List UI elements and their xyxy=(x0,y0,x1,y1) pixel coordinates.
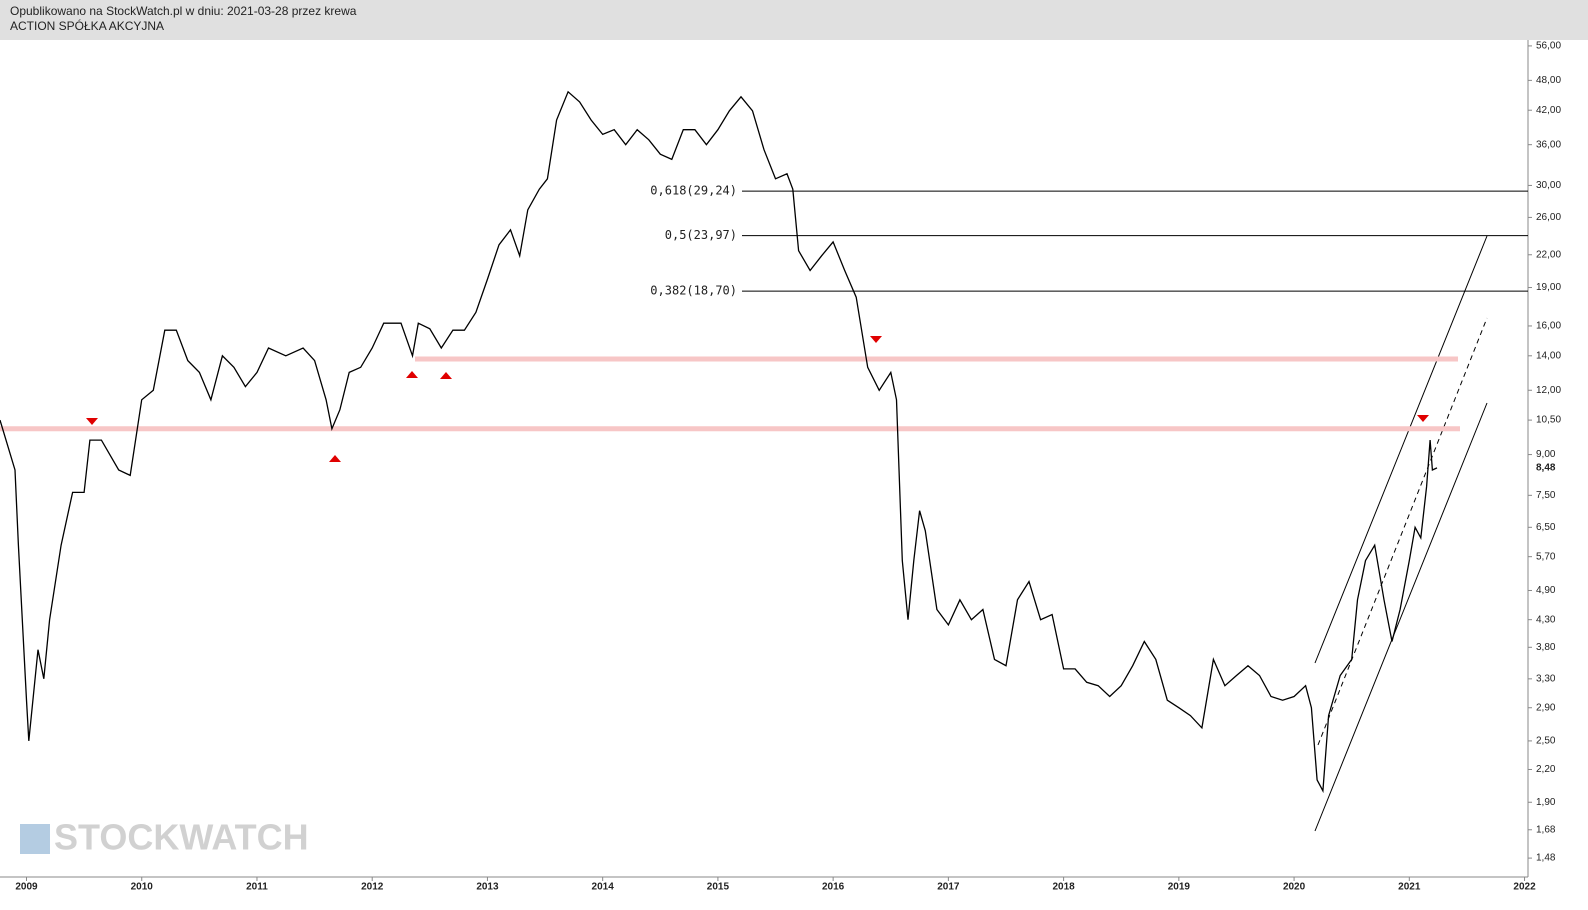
x-tick-label: 2013 xyxy=(476,882,499,893)
fib-label: 0,618(29,24) xyxy=(650,184,737,198)
last-price-label: 8,48 xyxy=(1536,463,1556,474)
signal-down xyxy=(1417,415,1429,422)
x-tick-label: 2016 xyxy=(822,882,845,893)
y-tick-label: 6,50 xyxy=(1536,522,1556,533)
y-tick-label: 30,00 xyxy=(1536,180,1561,191)
x-tick-label: 2011 xyxy=(246,882,268,893)
watermark-icon xyxy=(20,824,50,854)
channel xyxy=(1314,235,1488,832)
header-line1: Opublikowano na StockWatch.pl w dniu: 20… xyxy=(10,4,357,18)
y-tick-label: 56,00 xyxy=(1536,41,1561,52)
y-tick-label: 4,30 xyxy=(1536,614,1556,625)
y-tick-label: 4,90 xyxy=(1536,585,1556,596)
signal-up xyxy=(440,372,452,379)
channel-upper xyxy=(1314,235,1488,664)
y-tick-label: 2,90 xyxy=(1536,702,1556,713)
header-bar xyxy=(0,0,1588,40)
y-tick-label: 16,00 xyxy=(1536,321,1561,332)
y-tick-label: 12,00 xyxy=(1536,385,1561,396)
channel-middle xyxy=(1317,317,1488,746)
x-tick-label: 2021 xyxy=(1398,882,1421,893)
fib-label: 0,382(18,70) xyxy=(650,284,737,298)
y-tick-label: 26,00 xyxy=(1536,212,1561,223)
watermark-text: STOCKWATCH xyxy=(54,817,309,858)
y-tick-label: 9,00 xyxy=(1536,449,1556,460)
x-tick-label: 2020 xyxy=(1283,882,1306,893)
y-tick-label: 1,68 xyxy=(1536,824,1556,835)
y-tick-label: 2,20 xyxy=(1536,764,1556,775)
y-tick-label: 42,00 xyxy=(1536,105,1561,116)
signal-down xyxy=(86,418,98,425)
channel-lower xyxy=(1314,402,1488,832)
price-line xyxy=(0,90,1438,794)
signal-up xyxy=(329,455,341,462)
y-tick-label: 5,70 xyxy=(1536,551,1556,562)
x-tick-label: 2009 xyxy=(15,882,38,893)
y-tick-label: 7,50 xyxy=(1536,490,1556,501)
x-tick-label: 2014 xyxy=(592,882,615,893)
signals xyxy=(86,336,1429,462)
x-tick-label: 2018 xyxy=(1052,882,1075,893)
y-tick-label: 36,00 xyxy=(1536,139,1561,150)
y-tick-label: 2,50 xyxy=(1536,736,1556,747)
x-tick-label: 2017 xyxy=(937,882,960,893)
fib-label: 0,5(23,97) xyxy=(665,228,737,242)
x-tick-label: 2015 xyxy=(707,882,730,893)
y-tick-label: 48,00 xyxy=(1536,75,1561,86)
y-tick-label: 14,00 xyxy=(1536,350,1561,361)
x-tick-label: 2022 xyxy=(1513,882,1536,893)
signal-up xyxy=(406,371,418,378)
y-tick-label: 3,30 xyxy=(1536,673,1556,684)
y-tick-label: 19,00 xyxy=(1536,282,1561,293)
y-tick-label: 22,00 xyxy=(1536,249,1561,260)
header-line2: ACTION SPÓŁKA AKCYJNA xyxy=(10,18,164,33)
x-tick-label: 2012 xyxy=(361,882,384,893)
y-tick-label: 3,80 xyxy=(1536,642,1556,653)
x-tick-label: 2019 xyxy=(1168,882,1191,893)
y-tick-label: 1,90 xyxy=(1536,797,1556,808)
x-tick-label: 2010 xyxy=(131,882,154,893)
y-tick-label: 10,50 xyxy=(1536,415,1561,426)
y-tick-label: 1,48 xyxy=(1536,853,1556,864)
signal-down xyxy=(870,336,882,343)
watermark: STOCKWATCH xyxy=(20,817,309,858)
